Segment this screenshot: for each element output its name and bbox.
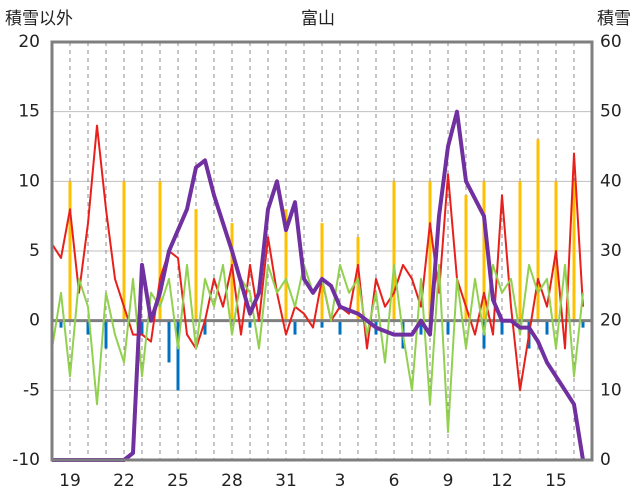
x-tick-label: 19 <box>59 471 81 491</box>
orange_bars-bar <box>194 209 198 321</box>
x-tick-label: 6 <box>389 471 400 491</box>
left-tick-label: 20 <box>18 32 40 52</box>
right-tick-label: 10 <box>600 380 622 400</box>
plot-frame <box>50 40 594 462</box>
temperature-line <box>51 124 584 392</box>
right-tick-label: 60 <box>600 32 622 52</box>
x-tick-label: 25 <box>167 471 189 491</box>
chart-title: 富山 <box>301 9 335 29</box>
left-tick-label: 10 <box>18 171 40 191</box>
left-tick-label: 5 <box>29 241 40 261</box>
blue_bars-bar <box>545 320 549 335</box>
blue_bars-bar <box>104 320 108 349</box>
orange_bars-bar <box>518 181 522 321</box>
orange_bars-bar <box>68 181 72 321</box>
blue_bars-bar <box>500 320 504 335</box>
blue_bars-bar <box>581 320 585 328</box>
lines <box>51 109 592 462</box>
right-tick-label: 40 <box>600 171 622 191</box>
left-axis-label: 積雪以外 <box>5 9 73 29</box>
right-tick-label: 20 <box>600 311 622 331</box>
right-tick-label: 30 <box>600 241 622 261</box>
x-tick-label: 9 <box>443 471 454 491</box>
blue_bars-bar <box>293 320 297 335</box>
orange_bars-bar <box>572 181 576 321</box>
orange_bars-bar <box>464 195 468 321</box>
orange_bars-bar <box>536 139 540 321</box>
blue_bars-bar <box>176 320 180 391</box>
orange_bars-bar <box>320 223 324 321</box>
blue_bars-bar <box>419 320 423 335</box>
blue_bars-bar <box>203 320 207 335</box>
orange_bars-bar <box>284 209 288 321</box>
orange_bars-bar <box>158 181 162 321</box>
x-tick-label: 12 <box>491 471 513 491</box>
left-tick-label: 0 <box>29 311 40 331</box>
left-tick-label: 15 <box>18 102 40 122</box>
right-axis-label: 積雪 <box>597 9 631 29</box>
blue_bars-bar <box>338 320 342 335</box>
left-tick-label: -5 <box>23 380 40 400</box>
orange_bars-bar <box>428 181 432 321</box>
right-tick-label: 0 <box>600 450 611 470</box>
blue_bars-bar <box>248 320 252 328</box>
x-tick-label: 28 <box>221 471 243 491</box>
blue_bars-bar <box>59 320 63 328</box>
orange_bars-bar <box>392 181 396 321</box>
x-tick-label: 3 <box>335 471 346 491</box>
orange_bars-bar <box>122 181 126 321</box>
x-tick-label: 31 <box>275 471 297 491</box>
left-tick-label: -10 <box>12 450 40 470</box>
blue_bars-bar <box>320 320 324 328</box>
blue_bars-bar <box>167 320 171 363</box>
blue_bars-bar <box>140 320 144 335</box>
snow_depth-line <box>52 109 585 462</box>
x-tick-label: 22 <box>113 471 135 491</box>
blue_bars-bar <box>446 320 450 335</box>
green_series-line <box>51 263 584 434</box>
blue_bars-bar <box>86 320 90 335</box>
orange_bars-bar <box>482 181 486 321</box>
right-tick-label: 50 <box>600 102 622 122</box>
x-tick-label: 15 <box>545 471 567 491</box>
